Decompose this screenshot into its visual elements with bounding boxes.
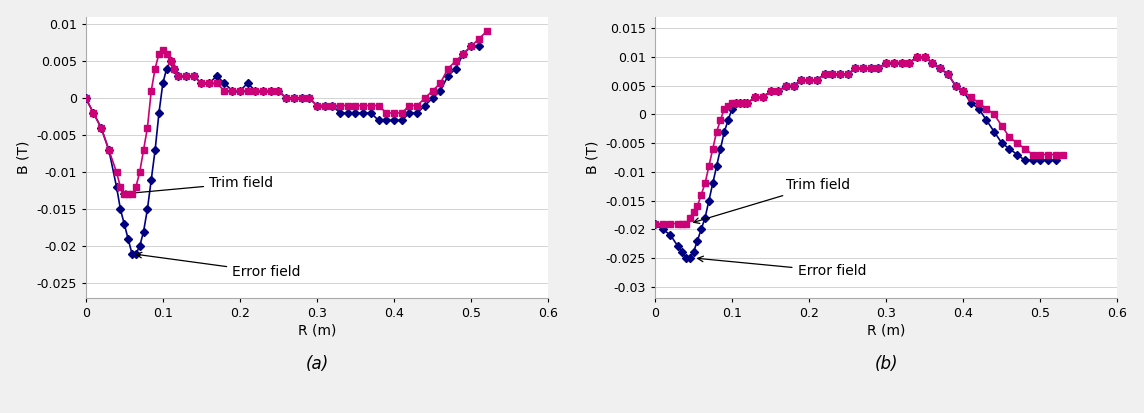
Text: Error field: Error field — [698, 256, 866, 278]
Text: (b): (b) — [874, 354, 898, 373]
X-axis label: R (m): R (m) — [297, 323, 336, 337]
Text: Trim field: Trim field — [693, 178, 850, 223]
Text: Trim field: Trim field — [121, 176, 273, 196]
Y-axis label: B (T): B (T) — [17, 141, 31, 174]
X-axis label: R (m): R (m) — [867, 323, 905, 337]
Text: (a): (a) — [305, 354, 328, 373]
Y-axis label: B (T): B (T) — [586, 141, 599, 174]
Text: Error field: Error field — [136, 252, 301, 279]
